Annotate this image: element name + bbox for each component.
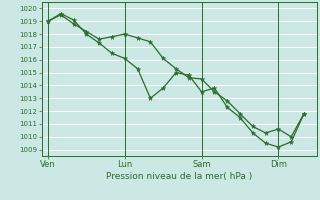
X-axis label: Pression niveau de la mer( hPa ): Pression niveau de la mer( hPa ) [106, 172, 252, 181]
